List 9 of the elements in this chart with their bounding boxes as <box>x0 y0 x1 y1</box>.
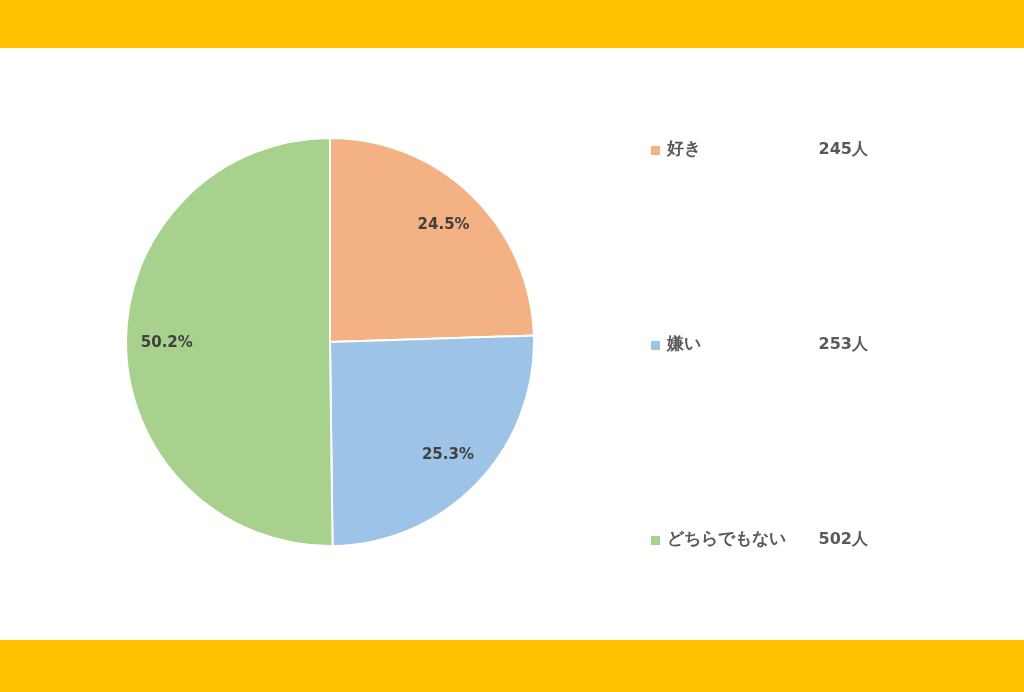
legend-label: 好き <box>666 138 701 159</box>
text: 245人 <box>818 139 869 159</box>
legend-label: どちらでもない <box>667 528 786 549</box>
legend-label: 嫌い <box>666 333 701 354</box>
data-label: 50.2% <box>140 332 193 351</box>
text: 502人 <box>818 529 869 549</box>
data-label: 24.5% <box>417 214 470 233</box>
data-label: 25.3% <box>421 444 474 463</box>
text: 253人 <box>818 334 869 354</box>
